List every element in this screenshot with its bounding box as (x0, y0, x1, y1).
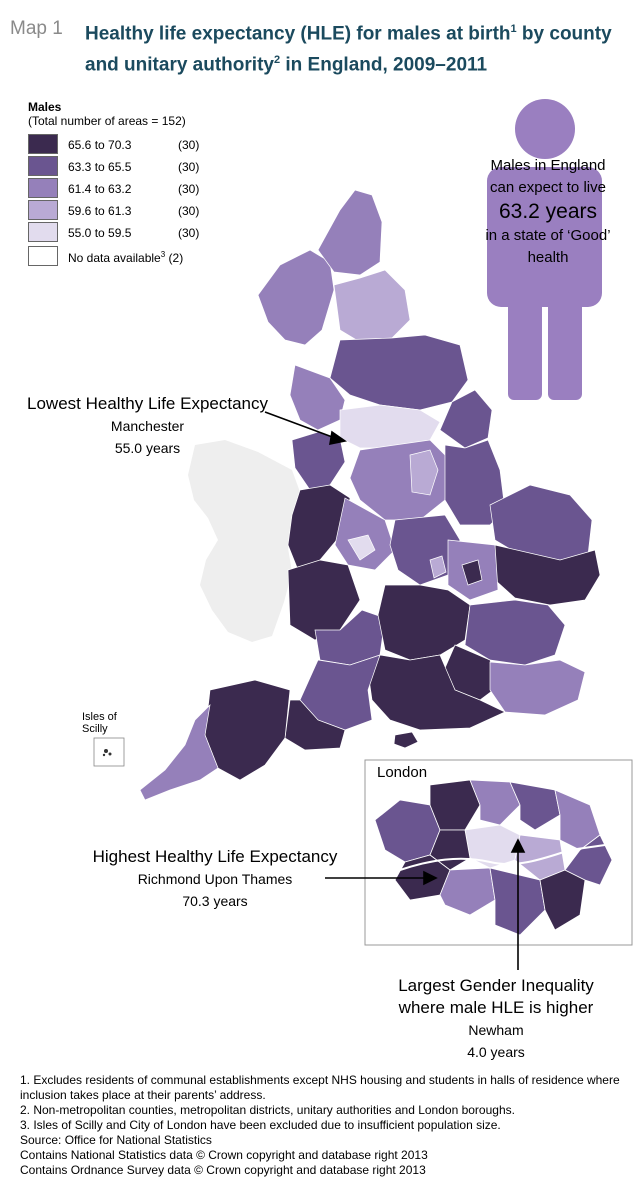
legend-rows: 65.6 to 70.3 (30) 63.3 to 65.5 (30) 61.4 to … (28, 134, 258, 244)
region-northumberland (317, 189, 383, 276)
legend-title: Males (28, 100, 62, 114)
hle-callout: Males in England can expect to live 63.2… (462, 155, 634, 269)
region-nottingham (409, 449, 439, 496)
copyright-note: Contains Ordnance Survey data © Crown co… (20, 1163, 426, 1177)
callout-value: 63.2 years (498, 200, 598, 223)
legend-range: 63.3 to 65.5 (68, 160, 132, 174)
thames-river (399, 844, 606, 871)
footnotes: 1. Excludes residents of communal establ… (20, 1073, 630, 1178)
callout-line2: can expect to live (490, 179, 606, 196)
scilly-inset-label: Isles of Scilly (82, 711, 117, 735)
region-west-midlands (334, 497, 396, 571)
callout-line3: in a state of ‘Good’ (485, 227, 611, 244)
arrow-head (510, 838, 526, 853)
legend-swatch (28, 222, 58, 242)
region-peterborough (461, 559, 483, 586)
legend: Males (Total number of areas = 152) 65.6… (28, 100, 258, 268)
legend-count: (30) (178, 204, 200, 218)
london-borough (564, 834, 613, 886)
male-figure (487, 99, 602, 400)
legend-count: (30) (178, 182, 200, 196)
wales-shape (188, 440, 300, 642)
region-dorset (284, 699, 346, 751)
annotation-gender-title2: where male HLE is higher (398, 998, 594, 1017)
legend-swatch (28, 156, 58, 176)
annotation-arrows (264, 411, 526, 970)
legend-subtitle: (Total number of areas = 152) (28, 114, 186, 128)
source-note: Source: Office for National Statistics (20, 1133, 212, 1147)
callout-line4: health (527, 249, 569, 266)
region-isle-of-wight (393, 731, 419, 749)
annotation-lowest-area: Manchester (110, 418, 185, 434)
arrow-head (423, 870, 438, 886)
legend-row: 63.3 to 65.5 (30) (28, 156, 258, 178)
footnote: 3. Isles of Scilly and City of London ha… (20, 1118, 501, 1132)
london-inset-label: London (377, 764, 428, 781)
callout-line1: Males in England (490, 157, 606, 174)
legend-row: 55.0 to 59.5 (30) (28, 222, 258, 244)
legend-swatch (28, 200, 58, 220)
region-south-east (367, 654, 506, 731)
region-south-midlands (377, 584, 471, 661)
figure-leg-left (508, 300, 542, 400)
region-kent (489, 659, 586, 716)
scilly-inset-box (93, 737, 125, 767)
region-lancashire (289, 364, 346, 431)
region-birmingham (347, 534, 376, 561)
legend-count: (30) (178, 160, 200, 174)
legend-row: 65.6 to 70.3 (30) (28, 134, 258, 156)
scilly-dot (104, 749, 108, 753)
annotation-gender: Largest Gender Inequality where male HLE… (365, 975, 627, 1063)
scilly-dot (108, 752, 112, 756)
legend-swatch-nodata (28, 246, 58, 266)
map-label: Map 1 (10, 18, 63, 39)
region-suffolk (494, 544, 601, 606)
region-herefordshire (287, 559, 361, 641)
annotation-lowest-value: 55.0 years (114, 440, 181, 456)
legend-range: 61.4 to 63.2 (68, 182, 132, 196)
region-cornwall (139, 703, 219, 801)
annotation-highest-area: Richmond Upon Thames (137, 871, 293, 887)
region-essex (464, 599, 566, 666)
region-north-yorkshire (329, 334, 469, 411)
annotation-gender-value: 4.0 years (467, 1044, 525, 1060)
annotation-highest-title: Highest Healthy Life Expectancy (92, 847, 338, 866)
legend-row-nodata: No data available3 (2) (28, 246, 258, 268)
scilly-dot (102, 753, 106, 757)
arrow-manchester (264, 411, 336, 439)
figure-torso (487, 167, 602, 307)
region-leicester (429, 555, 447, 579)
annotation-highest: Highest Healthy Life Expectancy Richmond… (65, 846, 365, 912)
annotation-gender-title1: Largest Gender Inequality (398, 976, 594, 995)
annotation-highest-value: 70.3 years (182, 893, 248, 909)
legend-row: 61.4 to 63.2 (30) (28, 178, 258, 200)
region-durham (333, 269, 411, 343)
legend-swatch (28, 134, 58, 154)
legend-row: 59.6 to 61.3 (30) (28, 200, 258, 222)
legend-range: 59.6 to 61.3 (68, 204, 132, 218)
footnote: 2. Non-metropolitan counties, metropolit… (20, 1103, 515, 1117)
legend-count: (30) (178, 138, 200, 152)
legend-swatch (28, 178, 58, 198)
figure-leg-right (548, 300, 582, 400)
arrow-head (329, 430, 348, 446)
region-cumbria (257, 249, 335, 346)
legend-nodata-label: No data available3 (2) (68, 250, 184, 265)
legend-count: (30) (178, 226, 200, 240)
legend-range: 55.0 to 59.5 (68, 226, 132, 240)
region-devon (204, 679, 291, 781)
figure-head (515, 99, 575, 159)
legend-range: 65.6 to 70.3 (68, 138, 132, 152)
map-title: Healthy life expectancy (HLE) for males … (85, 23, 612, 76)
region-east-riding (439, 389, 493, 449)
copyright-note: Contains National Statistics data © Crow… (20, 1148, 428, 1162)
footnote: 1. Excludes residents of communal establ… (20, 1073, 620, 1102)
annotation-lowest-title: Lowest Healthy Life Expectancy (27, 394, 268, 413)
annotation-lowest: Lowest Healthy Life Expectancy Mancheste… (0, 393, 295, 459)
annotation-gender-area: Newham (468, 1022, 524, 1038)
